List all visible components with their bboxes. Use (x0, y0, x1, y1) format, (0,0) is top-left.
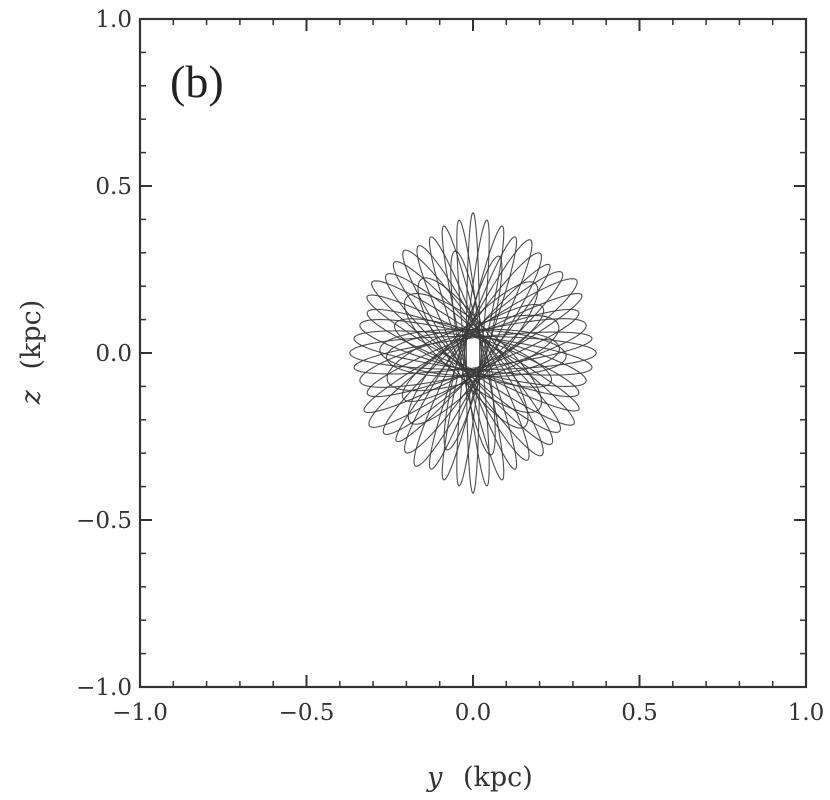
orbit-loop (456, 219, 490, 487)
orbit-loop (402, 249, 544, 457)
x-axis-title: y (kpc) (426, 762, 533, 793)
orbit-loop (443, 255, 503, 451)
y-tick-label: 0.0 (95, 341, 132, 367)
panel-label: (b) (170, 56, 224, 107)
orbit-loop (404, 252, 542, 454)
orbit-loop (353, 331, 593, 375)
orbit-loop (407, 281, 539, 425)
orbit-loop (413, 239, 533, 467)
x-tick-labels: −1.0 −0.5 0.0 0.5 1.0 (112, 700, 824, 726)
orbit-loop (379, 328, 567, 378)
orbit-loop (450, 250, 496, 456)
orbit-loop (353, 330, 593, 376)
x-tick-label: −1.0 (112, 700, 168, 726)
y-axis-variable: z (16, 389, 47, 405)
orbit-loop (366, 308, 580, 398)
orbit-loop (393, 318, 553, 388)
orbit-loop (384, 273, 562, 433)
orbit-loop (382, 271, 564, 435)
orbit-loop (349, 335, 597, 371)
y-tick-label: 1.0 (95, 7, 132, 33)
orbit-loop (428, 236, 518, 470)
x-axis-unit: (kpc) (463, 762, 533, 793)
orbit-loop (416, 245, 530, 461)
orbit-loop (386, 314, 560, 392)
orbit-loop (417, 277, 529, 429)
y-tick-label: −0.5 (76, 508, 132, 534)
x-axis-variable: y (426, 762, 443, 793)
orbit-loop (392, 261, 554, 445)
y-axis-unit: (kpc) (16, 300, 47, 370)
orbit-loop (366, 294, 580, 412)
orbit-loop (371, 280, 575, 426)
orbit-loop (385, 328, 561, 378)
orbit-loop (403, 292, 543, 414)
orbit-loop (368, 278, 578, 428)
y-tick-labels: −1.0 −0.5 0.0 0.5 1.0 (76, 7, 132, 701)
y-tick-label: 0.5 (95, 174, 132, 200)
orbit-loop (359, 319, 587, 387)
orbit-loop (366, 308, 580, 398)
x-tick-label: 0.5 (621, 700, 658, 726)
x-tick-label: −0.5 (279, 700, 335, 726)
orbit-loop (465, 212, 481, 494)
plot-frame (138, 17, 808, 689)
axis-ticks (139, 18, 807, 688)
orbit-loop (401, 303, 545, 403)
orbit-loop (456, 219, 490, 487)
x-tick-label: 1.0 (788, 700, 825, 726)
orbit-loop (428, 236, 518, 470)
y-tick-label: −1.0 (76, 675, 132, 701)
x-tick-label: 0.0 (455, 700, 492, 726)
orbit-loop (363, 292, 583, 414)
y-axis-title: z (kpc) (16, 300, 47, 406)
orbit-trajectory (349, 212, 597, 494)
